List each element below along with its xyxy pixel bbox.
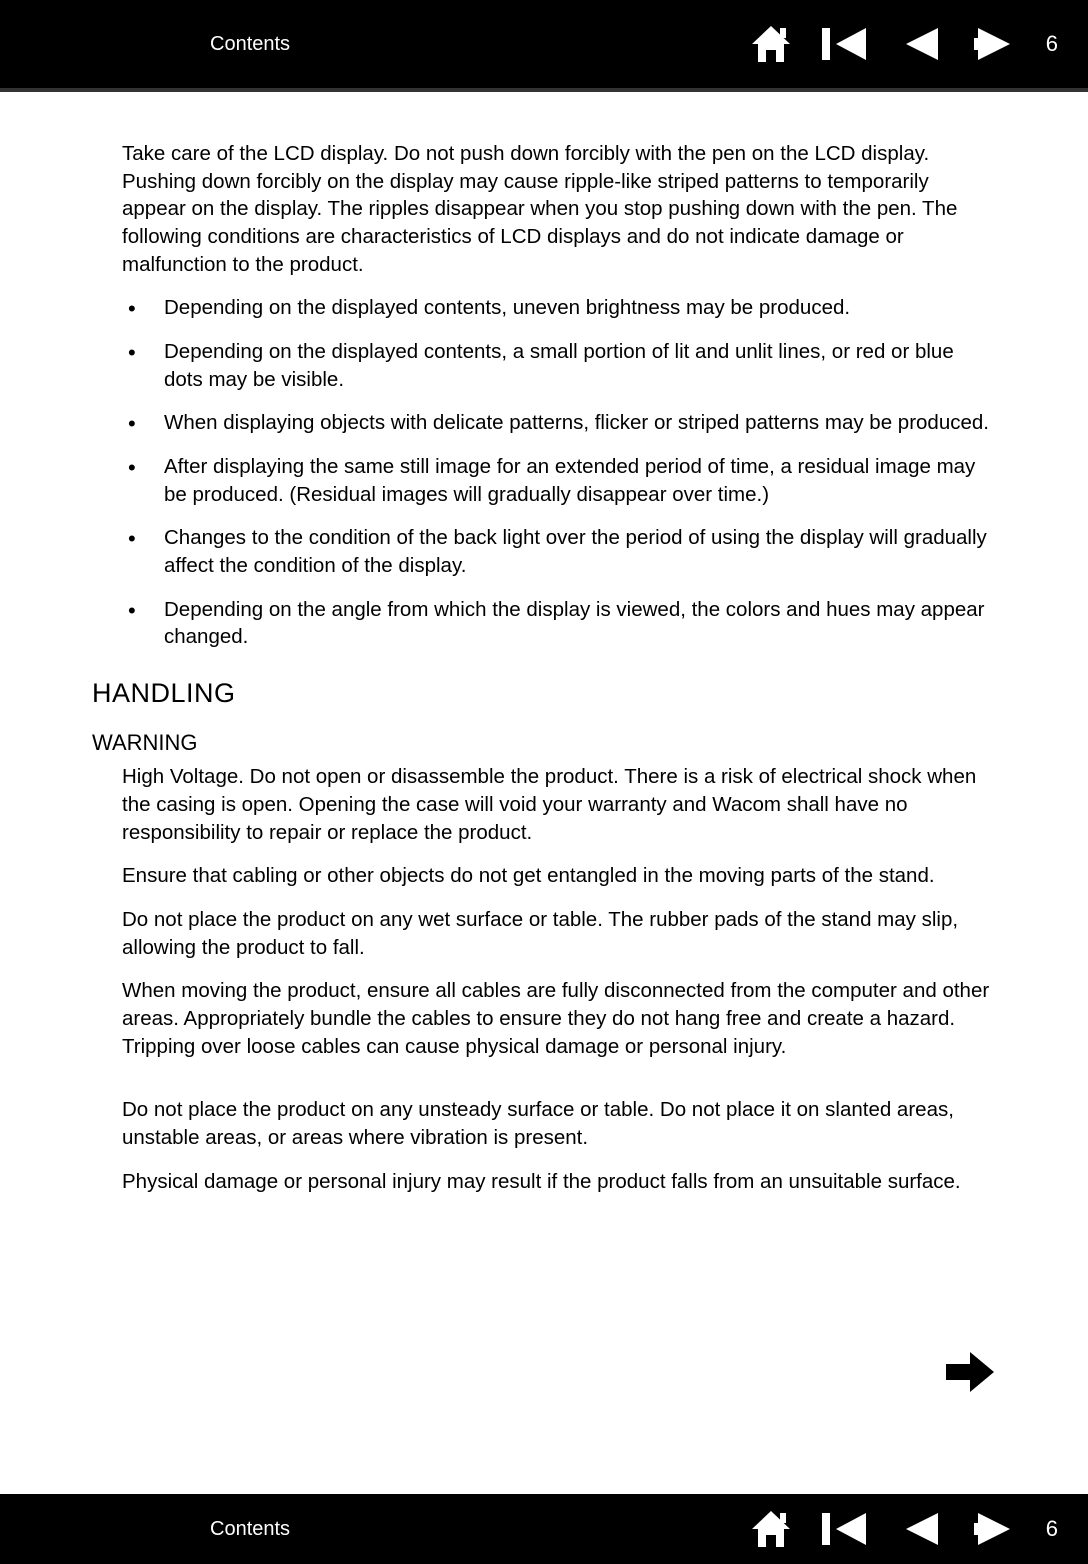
page-number-bottom: 6	[1046, 1516, 1058, 1542]
handling-heading: HANDLING	[92, 675, 996, 711]
bottom-nav-bar: Contents 6	[0, 1494, 1088, 1564]
next-page-icon[interactable]	[972, 24, 1018, 64]
home-icon[interactable]	[750, 1509, 792, 1549]
top-nav-bar: Contents 6	[0, 0, 1088, 92]
first-page-icon[interactable]	[820, 24, 870, 64]
page-number-top: 6	[1046, 31, 1058, 57]
body-text: Do not place the product on any wet surf…	[122, 906, 996, 961]
list-item: After displaying the same still image fo…	[122, 453, 996, 508]
prev-page-icon[interactable]	[898, 1509, 944, 1549]
body-text: Do not place the product on any unsteady…	[122, 1096, 996, 1151]
list-item: Depending on the displayed contents, une…	[122, 294, 996, 322]
nav-icon-group-top	[750, 24, 1018, 64]
continue-next-icon[interactable]	[944, 1350, 996, 1399]
prev-page-icon[interactable]	[898, 24, 944, 64]
body-text: When moving the product, ensure all cabl…	[122, 977, 996, 1060]
body-text: Take care of the LCD display. Do not pus…	[122, 140, 996, 278]
body-text: Physical damage or personal injury may r…	[122, 1168, 996, 1196]
nav-icon-group-bottom	[750, 1509, 1018, 1549]
lcd-characteristics-list: Depending on the displayed contents, une…	[122, 294, 996, 651]
list-item: Changes to the condition of the back lig…	[122, 524, 996, 579]
list-item: When displaying objects with delicate pa…	[122, 409, 996, 437]
page-content: Take care of the LCD display. Do not pus…	[0, 92, 1088, 1195]
first-page-icon[interactable]	[820, 1509, 870, 1549]
home-icon[interactable]	[750, 24, 792, 64]
handling-paragraphs: High Voltage. Do not open or disassemble…	[122, 763, 996, 1195]
warning-heading: WARNING	[92, 728, 996, 758]
body-text: High Voltage. Do not open or disassemble…	[122, 763, 996, 846]
contents-link-bottom[interactable]: Contents	[210, 1518, 290, 1541]
body-text: Ensure that cabling or other objects do …	[122, 862, 996, 890]
list-item: Depending on the displayed contents, a s…	[122, 338, 996, 393]
next-page-icon[interactable]	[972, 1509, 1018, 1549]
list-item: Depending on the angle from which the di…	[122, 596, 996, 651]
contents-link-top[interactable]: Contents	[210, 33, 290, 56]
intro-paragraph: Take care of the LCD display. Do not pus…	[122, 140, 996, 278]
